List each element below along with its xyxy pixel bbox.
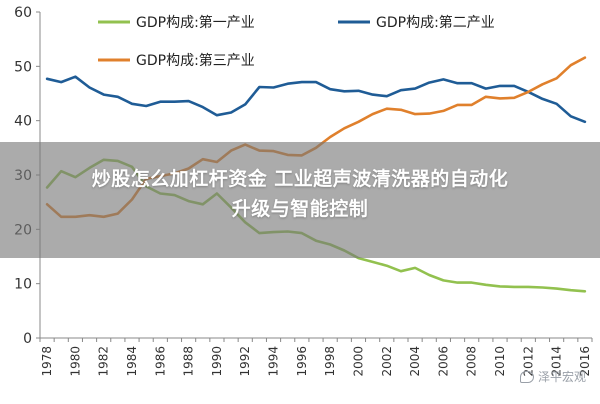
- x-tick-label: 2016: [578, 346, 592, 377]
- legend-label: GDP构成:第二产业: [376, 14, 495, 31]
- x-tick-label: 1978: [40, 346, 54, 377]
- x-tick-label: 1998: [323, 346, 337, 377]
- overlay-title-line-1: 炒股怎么加杠杆资金 工业超声波清洗器的自动化: [91, 168, 509, 190]
- x-tick-label: 1990: [210, 346, 224, 377]
- x-tick-label: 2004: [408, 346, 422, 377]
- x-tick-label: 1980: [68, 346, 82, 377]
- x-tick-label: 2006: [436, 346, 450, 377]
- title-overlay-banner: 炒股怎么加杠杆资金 工业超声波清洗器的自动化 升级与智能控制: [0, 142, 600, 258]
- x-tick-label: 1984: [125, 346, 139, 377]
- legend-label: GDP构成:第一产业: [136, 14, 255, 31]
- watermark-text: 泽平宏观: [537, 370, 586, 384]
- overlay-title: 炒股怎么加杠杆资金 工业超声波清洗器的自动化 升级与智能控制: [10, 164, 590, 224]
- x-tick-label: 1992: [238, 346, 252, 377]
- x-tick-label: 1986: [153, 346, 167, 377]
- y-tick-label: 50: [14, 59, 32, 75]
- y-tick-label: 40: [14, 114, 32, 130]
- watermark: 泽平宏观: [519, 368, 586, 385]
- x-tick-label: 2012: [521, 346, 535, 377]
- series-line: [45, 75, 587, 124]
- x-tick-label: 2014: [550, 346, 564, 377]
- overlay-title-line-2: 升级与智能控制: [231, 198, 369, 220]
- x-tick-label: 1988: [182, 346, 196, 377]
- wechat-icon: [519, 370, 534, 383]
- x-tick-label: 2002: [380, 346, 394, 377]
- x-tick-label: 2010: [493, 346, 507, 377]
- x-tick-label: 1994: [267, 346, 281, 377]
- x-tick-label: 1982: [97, 346, 111, 377]
- x-tick-label: 1996: [295, 346, 309, 377]
- x-tick-label: 2008: [465, 346, 479, 377]
- legend-label: GDP构成:第三产业: [136, 52, 255, 69]
- y-tick-label: 10: [14, 277, 32, 293]
- y-tick-label: 60: [14, 5, 32, 21]
- y-tick-label: 0: [23, 331, 32, 347]
- legend: GDP构成:第一产业 GDP构成:第二产业 GDP构成:第三产业: [98, 14, 495, 69]
- x-tick-label: 2000: [351, 346, 365, 377]
